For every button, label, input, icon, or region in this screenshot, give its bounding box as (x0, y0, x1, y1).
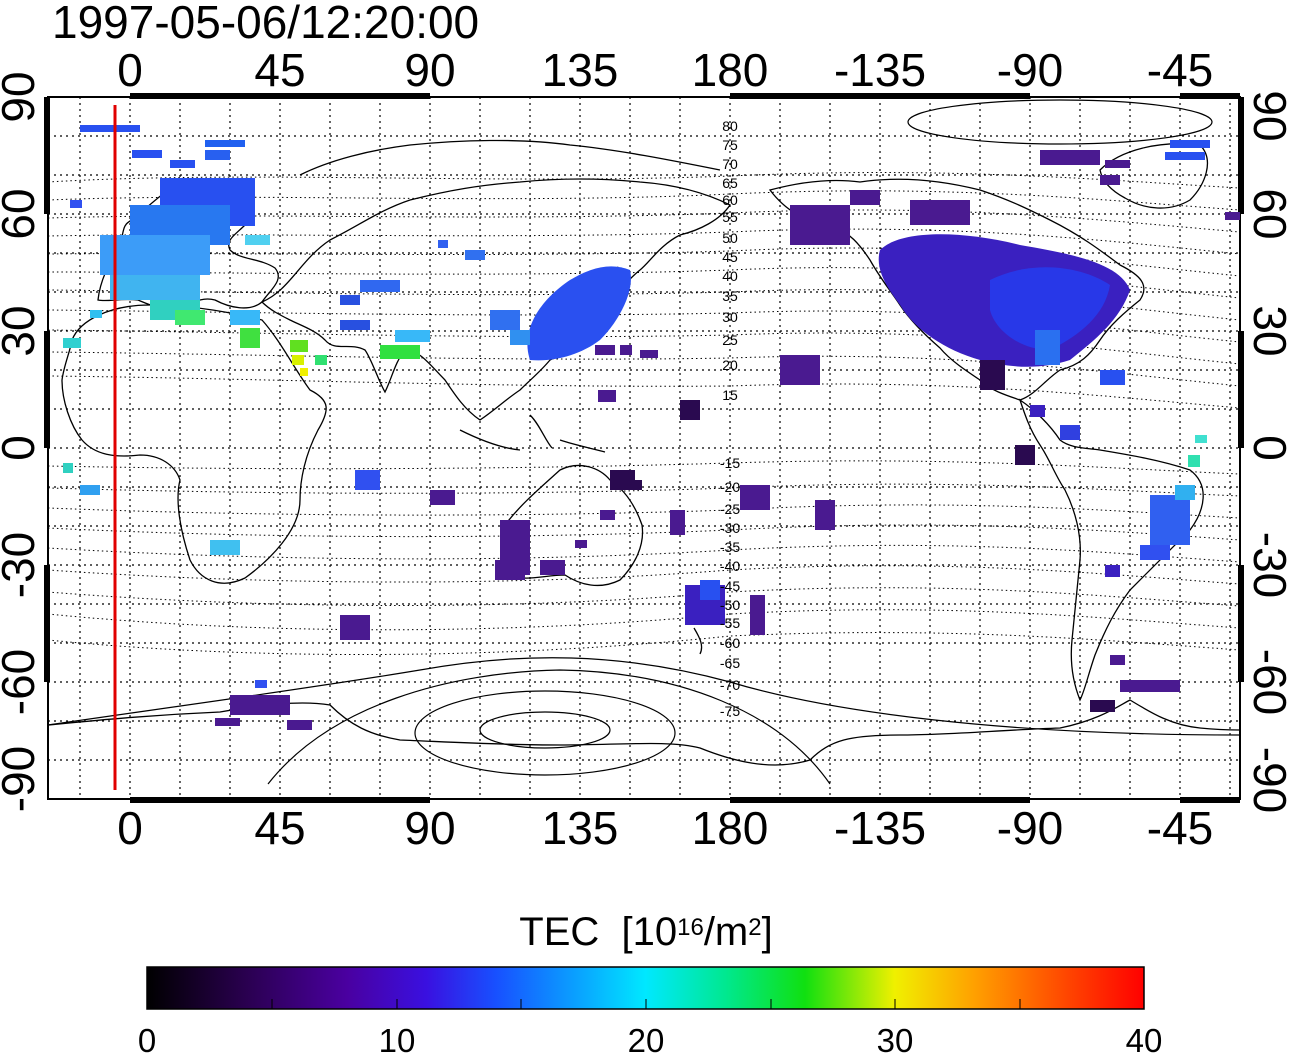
mlat-label: 80 (722, 118, 738, 134)
top-longitude-axis: 0 45 90 135 180 -135 -90 -45 (117, 44, 1213, 96)
mlat-label: -55 (720, 615, 740, 631)
lat-tick-label: 60 (0, 188, 44, 239)
mlat-label: 20 (722, 357, 738, 373)
mlat-label: -20 (720, 479, 740, 495)
mlat-label: -65 (720, 655, 740, 671)
lon-tick-label: 45 (254, 802, 305, 854)
lat-tick-label: 60 (1244, 188, 1292, 239)
left-latitude-axis: 90 60 30 0 -30 -60 -90 (0, 71, 44, 812)
magnetic-latitude-labels: 80 75 70 65 60 55 50 45 40 35 30 25 20 1… (720, 118, 740, 719)
lon-tick-label: -90 (997, 44, 1063, 96)
mlat-label: 70 (722, 156, 738, 172)
colorbar-tick-label: 10 (379, 1022, 416, 1057)
lon-tick-label: -135 (834, 44, 926, 96)
lat-tick-label: -30 (1244, 532, 1292, 598)
timestamp-title: 1997-05-06/12:20:00 (52, 0, 480, 48)
lon-tick-label: 180 (692, 44, 769, 96)
lat-tick-label: 30 (0, 305, 44, 356)
lon-tick-label: 0 (117, 44, 143, 96)
lon-tick-label: 135 (542, 802, 619, 854)
mlat-label: 15 (722, 387, 738, 403)
lon-tick-label: 90 (404, 802, 455, 854)
lat-tick-label: 90 (0, 71, 44, 122)
mlat-label: 30 (722, 309, 738, 325)
bottom-longitude-axis: 0 45 90 135 180 -135 -90 -45 (117, 802, 1213, 854)
lon-tick-label: -45 (1147, 44, 1213, 96)
mlat-label: -40 (720, 558, 740, 574)
mlat-label: -45 (720, 578, 740, 594)
mlat-label: 40 (722, 268, 738, 284)
lat-tick-label: 90 (1244, 90, 1292, 141)
tec-region-south (63, 240, 1207, 730)
lon-tick-label: -135 (834, 802, 926, 854)
mlat-label: -35 (720, 539, 740, 555)
lat-tick-label: 0 (1244, 435, 1292, 461)
tec-region-east-asia (490, 266, 700, 420)
mlat-label: -60 (720, 635, 740, 651)
mlat-label: -50 (720, 597, 740, 613)
lon-tick-label: 90 (404, 44, 455, 96)
mlat-label: 75 (722, 137, 738, 153)
colorbar-ticks (271, 999, 1021, 1009)
tec-region-north-america (780, 140, 1240, 390)
colorbar-tick-label: 0 (138, 1022, 156, 1057)
lon-tick-label: -45 (1147, 802, 1213, 854)
mlat-label: -15 (720, 455, 740, 471)
mlat-label: 35 (722, 288, 738, 304)
tec-data-points (63, 125, 1240, 730)
lat-tick-label: -90 (1244, 747, 1292, 813)
colorbar-quantity: TEC (519, 910, 600, 954)
lat-tick-label: 30 (1244, 305, 1292, 356)
lon-tick-label: 135 (542, 44, 619, 96)
colorbar-tick-label: 40 (1126, 1022, 1163, 1057)
right-latitude-axis: 90 60 30 0 -30 -60 -90 (1244, 90, 1292, 813)
colorbar-title: TEC [1016/m2] (0, 908, 1292, 956)
colorbar-labels: 0 10 20 30 40 (138, 1022, 1163, 1057)
mlat-label: -25 (720, 501, 740, 517)
lat-tick-label: -60 (1244, 649, 1292, 715)
mlat-label: 45 (722, 249, 738, 265)
lon-tick-label: 0 (117, 802, 143, 854)
mlat-label: -70 (720, 677, 740, 693)
lat-tick-label: -60 (0, 649, 44, 715)
colorbar-tick-label: 20 (628, 1022, 665, 1057)
lon-tick-label: 45 (254, 44, 305, 96)
tec-region-europe (63, 125, 270, 348)
mlat-label: 65 (722, 175, 738, 191)
mlat-label: -30 (720, 520, 740, 536)
lat-tick-label: -90 (0, 746, 44, 812)
lon-tick-label: 180 (692, 802, 769, 854)
mlat-label: -75 (720, 703, 740, 719)
lat-tick-label: -30 (0, 532, 44, 598)
axis-bands (44, 93, 1244, 803)
lat-tick-label: 0 (0, 435, 44, 461)
tec-region-middle-east (290, 280, 430, 376)
lon-tick-label: -90 (997, 802, 1063, 854)
colorbar-tick-label: 30 (877, 1022, 914, 1057)
mlat-label: 55 (722, 209, 738, 225)
mlat-label: 60 (722, 192, 738, 208)
mlat-label: 50 (722, 230, 738, 246)
mlat-label: 25 (722, 332, 738, 348)
colorbar-unit: [1016/m2] (621, 910, 773, 954)
